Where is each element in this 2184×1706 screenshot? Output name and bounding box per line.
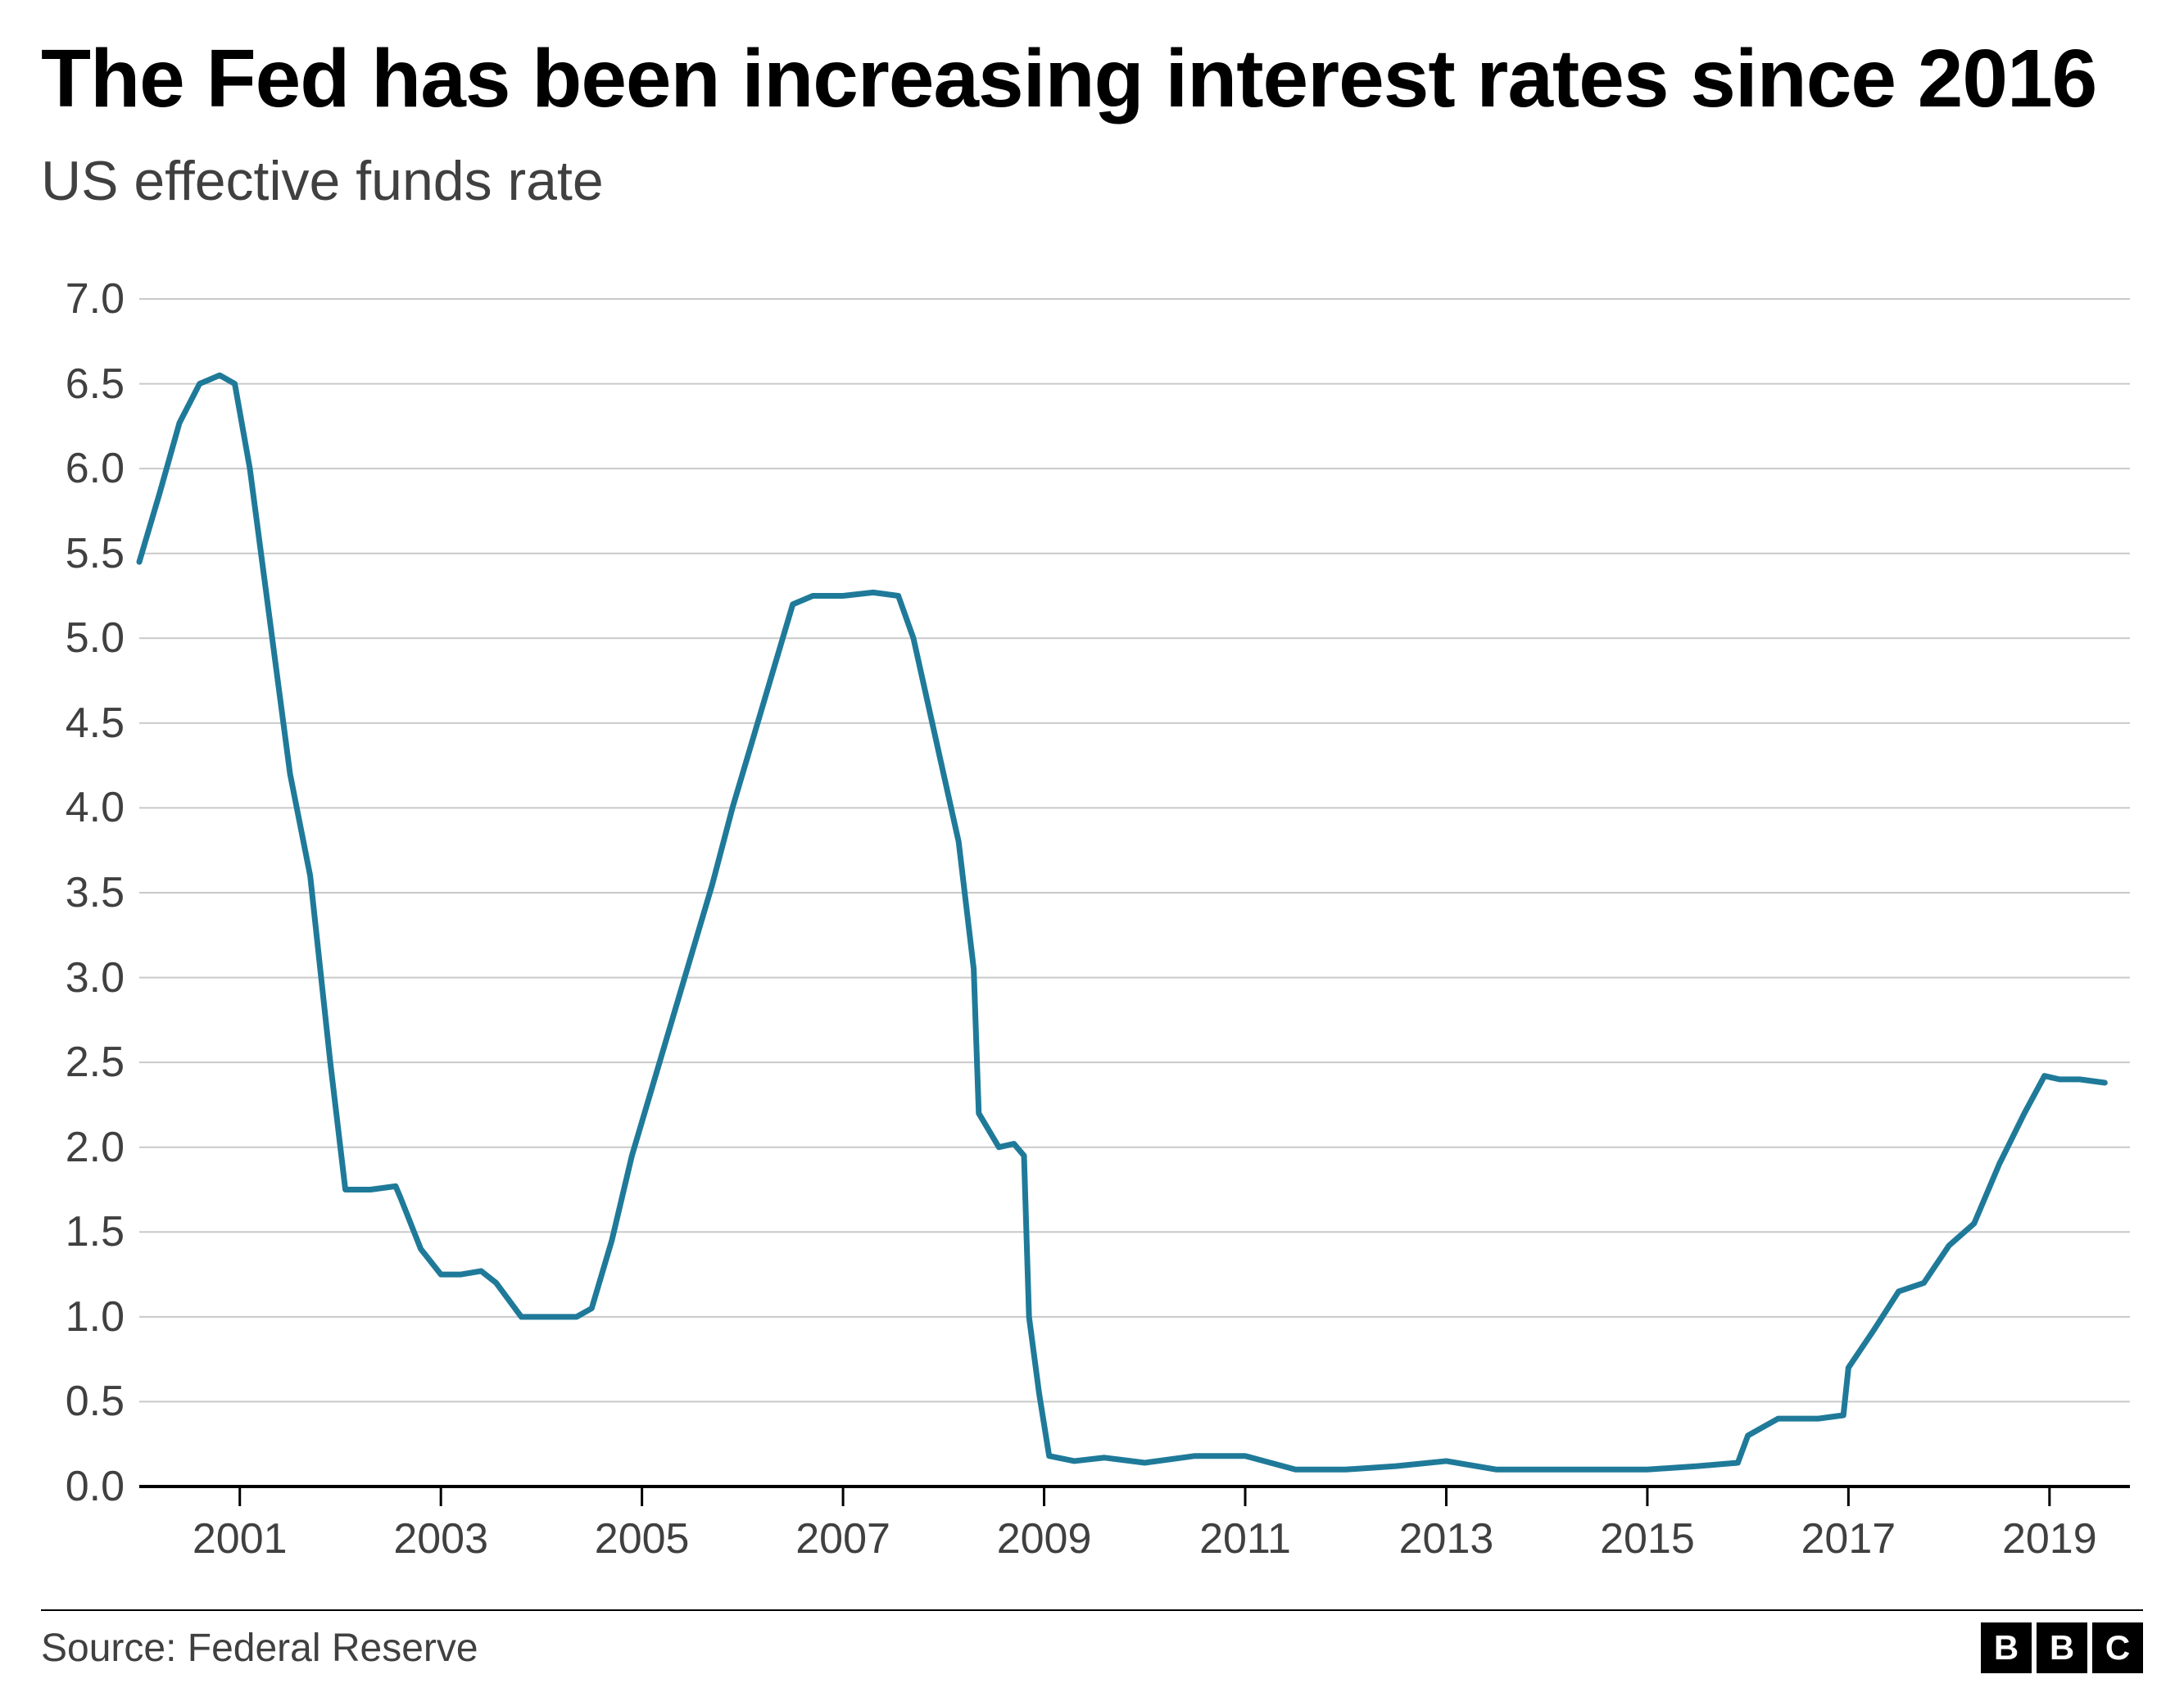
chart-title: The Fed has been increasing interest rat… (41, 33, 2143, 124)
x-tick-label: 2003 (393, 1487, 488, 1563)
bbc-logo-block: B (1981, 1622, 2032, 1673)
y-tick-label: 7.0 (66, 274, 139, 324)
y-tick-label: 5.0 (66, 613, 139, 663)
x-tick-label: 2007 (795, 1487, 890, 1563)
y-tick-label: 1.5 (66, 1207, 139, 1256)
x-tick-label: 2001 (193, 1487, 288, 1563)
x-tick-label: 2009 (997, 1487, 1092, 1563)
y-tick-label: 6.0 (66, 444, 139, 493)
y-tick-label: 5.5 (66, 529, 139, 578)
y-tick-label: 3.5 (66, 868, 139, 917)
chart-footer: Source: Federal Reserve BBC (41, 1609, 2143, 1673)
y-tick-label: 6.5 (66, 360, 139, 409)
bbc-logo-block: B (2037, 1622, 2087, 1673)
chart-plot-area: 0.00.51.01.52.02.53.03.54.04.55.05.56.06… (139, 299, 2130, 1487)
y-tick-label: 4.0 (66, 783, 139, 832)
y-tick-label: 4.5 (66, 699, 139, 748)
y-tick-label: 2.5 (66, 1038, 139, 1087)
y-tick-label: 0.5 (66, 1377, 139, 1426)
y-tick-label: 2.0 (66, 1123, 139, 1172)
chart-container: The Fed has been increasing interest rat… (0, 0, 2184, 1706)
x-tick-label: 2015 (1600, 1487, 1695, 1563)
x-tick-label: 2013 (1399, 1487, 1494, 1563)
source-label: Source: Federal Reserve (41, 1626, 478, 1671)
x-tick-label: 2019 (2002, 1487, 2097, 1563)
x-tick-label: 2017 (1801, 1487, 1896, 1563)
chart-svg (139, 299, 2130, 1519)
y-tick-label: 3.0 (66, 953, 139, 1002)
y-tick-label: 0.0 (66, 1462, 139, 1511)
bbc-logo-block: C (2092, 1622, 2143, 1673)
chart-subtitle: US effective funds rate (41, 149, 2143, 213)
y-tick-label: 1.0 (66, 1292, 139, 1342)
bbc-logo: BBC (1981, 1622, 2143, 1673)
line-series (139, 375, 2105, 1469)
x-tick-label: 2005 (595, 1487, 690, 1563)
x-tick-label: 2011 (1199, 1487, 1291, 1563)
